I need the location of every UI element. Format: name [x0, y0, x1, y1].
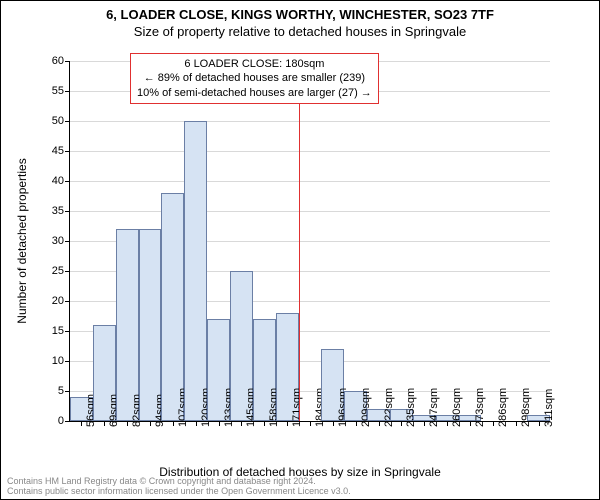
x-tick [310, 421, 311, 426]
y-tick-label: 0 [36, 415, 64, 427]
title-address: 6, LOADER CLOSE, KINGS WORTHY, WINCHESTE… [1, 7, 599, 22]
x-tick-label: 286sqm [497, 388, 509, 427]
x-tick [470, 421, 471, 426]
x-tick [127, 421, 128, 426]
y-tick [65, 301, 70, 302]
y-tick-label: 45 [36, 145, 64, 157]
y-tick [65, 181, 70, 182]
y-tick [65, 421, 70, 422]
x-tick-label: 260sqm [451, 388, 463, 427]
histogram-bar [139, 229, 162, 421]
x-tick [356, 421, 357, 426]
x-tick [379, 421, 380, 426]
histogram-bar [116, 229, 139, 421]
y-tick-label: 20 [36, 295, 64, 307]
y-tick-label: 60 [36, 55, 64, 67]
y-tick-label: 55 [36, 85, 64, 97]
x-tick [401, 421, 402, 426]
grid-line [70, 211, 550, 212]
x-tick [333, 421, 334, 426]
y-tick-label: 35 [36, 205, 64, 217]
footer-line2: Contains public sector information licen… [7, 487, 351, 497]
title-subtitle: Size of property relative to detached ho… [1, 24, 599, 39]
y-tick-label: 40 [36, 175, 64, 187]
title-block: 6, LOADER CLOSE, KINGS WORTHY, WINCHESTE… [1, 1, 599, 39]
x-tick [104, 421, 105, 426]
y-tick [65, 211, 70, 212]
annotation-line2: ← 89% of detached houses are smaller (23… [137, 71, 372, 85]
x-tick-label: 273sqm [474, 388, 486, 427]
x-tick-label: 235sqm [405, 388, 417, 427]
annotation-line3: 10% of semi-detached houses are larger (… [137, 86, 372, 100]
x-tick-label: 311sqm [543, 389, 555, 427]
x-tick [539, 421, 540, 426]
annotation-line1: 6 LOADER CLOSE: 180sqm [137, 57, 372, 71]
x-tick [241, 421, 242, 426]
x-tick [219, 421, 220, 426]
x-tick [196, 421, 197, 426]
x-tick [516, 421, 517, 426]
y-tick-label: 30 [36, 235, 64, 247]
y-tick [65, 391, 70, 392]
y-tick-label: 10 [36, 355, 64, 367]
chart-area: 6 LOADER CLOSE: 180sqm ← 89% of detached… [69, 61, 550, 422]
histogram-bar [184, 121, 207, 421]
y-tick [65, 121, 70, 122]
x-tick-label: 171sqm [291, 388, 303, 427]
histogram-bar [161, 193, 184, 421]
y-tick [65, 91, 70, 92]
x-tick-label: 222sqm [383, 388, 395, 427]
x-tick [173, 421, 174, 426]
y-tick [65, 271, 70, 272]
grid-line [70, 121, 550, 122]
y-tick [65, 241, 70, 242]
y-tick [65, 361, 70, 362]
x-tick [81, 421, 82, 426]
grid-line [70, 181, 550, 182]
x-tick-label: 247sqm [428, 388, 440, 427]
x-tick [424, 421, 425, 426]
y-tick-label: 15 [36, 325, 64, 337]
y-tick-label: 5 [36, 385, 64, 397]
x-tick [447, 421, 448, 426]
x-tick-label: 209sqm [360, 388, 372, 427]
y-tick-label: 25 [36, 265, 64, 277]
y-axis-title: Number of detached properties [15, 158, 29, 323]
y-tick [65, 331, 70, 332]
x-tick [493, 421, 494, 426]
y-tick [65, 151, 70, 152]
x-tick [150, 421, 151, 426]
grid-line [70, 151, 550, 152]
x-tick-label: 298sqm [520, 388, 532, 427]
x-tick [287, 421, 288, 426]
x-tick [264, 421, 265, 426]
y-tick [65, 61, 70, 62]
annotation-box: 6 LOADER CLOSE: 180sqm ← 89% of detached… [130, 53, 379, 104]
y-tick-label: 50 [36, 115, 64, 127]
reference-line [299, 53, 300, 421]
chart-container: 6, LOADER CLOSE, KINGS WORTHY, WINCHESTE… [0, 0, 600, 500]
footer-attribution: Contains HM Land Registry data © Crown c… [7, 477, 351, 497]
